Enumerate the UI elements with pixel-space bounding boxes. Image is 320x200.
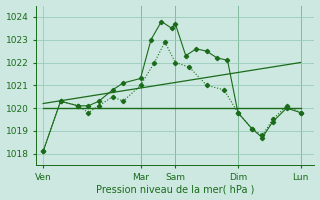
X-axis label: Pression niveau de la mer( hPa ): Pression niveau de la mer( hPa ) — [96, 184, 254, 194]
